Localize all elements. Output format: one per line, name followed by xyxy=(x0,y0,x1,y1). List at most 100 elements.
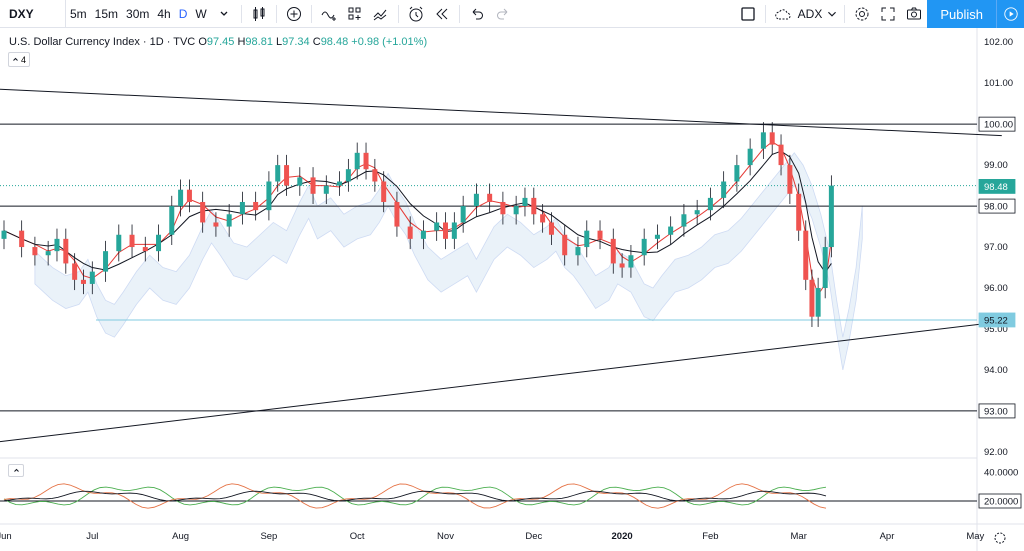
time-tick-label: May xyxy=(966,531,984,542)
price-chart[interactable]: 102.00 101.00 100.00 99.00 98.00 97.00 96.00 95… xyxy=(0,28,1024,551)
candle-body xyxy=(796,193,802,231)
fullscreen-icon[interactable] xyxy=(875,0,901,28)
layout-name[interactable]: ADX xyxy=(797,7,823,21)
symbol-search[interactable]: DXY xyxy=(0,0,66,28)
candle-body xyxy=(434,222,440,231)
candle-body xyxy=(451,222,457,239)
interval-1d[interactable]: D xyxy=(178,6,188,21)
oscillator-plus-di-line xyxy=(3,486,827,506)
candle-body xyxy=(213,222,219,227)
candle-body xyxy=(628,255,634,268)
candle-body xyxy=(619,263,625,268)
time-tick-label: Sep xyxy=(260,531,277,542)
oscillator-adx-line xyxy=(3,490,827,502)
time-tick-label: Jun xyxy=(0,531,12,542)
candle-body xyxy=(337,181,343,186)
change-value: +0.98 (+1.01%) xyxy=(351,36,428,48)
chart-settings-icon[interactable] xyxy=(994,532,1006,544)
candle-body xyxy=(681,214,687,227)
camera-snapshot-icon[interactable] xyxy=(901,0,927,28)
candle-body xyxy=(747,148,753,166)
candle-body xyxy=(169,206,175,235)
candle-body xyxy=(513,206,519,215)
toolbar-divider xyxy=(397,4,399,23)
toolbar-divider xyxy=(310,4,312,23)
layout-dropdown-icon[interactable] xyxy=(824,0,840,28)
candle-body xyxy=(266,181,272,211)
time-tick-label: Apr xyxy=(880,531,895,542)
interval-5m[interactable]: 5m xyxy=(70,6,87,21)
candle-body xyxy=(142,247,148,252)
fullscreen-select-icon[interactable] xyxy=(735,0,761,28)
price-level-label: 98.00 xyxy=(984,202,1008,213)
candle-body xyxy=(562,234,568,256)
candle-body xyxy=(239,201,245,215)
candle-body xyxy=(363,152,369,170)
candle-body xyxy=(420,230,426,239)
interval-4h[interactable]: 4h xyxy=(157,6,171,21)
candle-body xyxy=(54,238,60,252)
candle-body xyxy=(778,144,784,166)
candle-body xyxy=(89,271,95,284)
candle-body xyxy=(103,251,109,272)
time-tick-label: Aug xyxy=(172,531,189,542)
compare-add-icon[interactable] xyxy=(281,0,307,28)
price-axis-panel xyxy=(977,28,1024,551)
price-tick-label: 95.00 xyxy=(984,324,1008,335)
interval-dropdown-icon[interactable] xyxy=(211,0,237,28)
price-tick-label: 92.00 xyxy=(984,447,1008,458)
settings-gear-icon[interactable] xyxy=(849,0,875,28)
chart-legend: U.S. Dollar Currency Index · 1D · TVC O9… xyxy=(9,36,427,48)
candle-body xyxy=(694,210,700,215)
top-toolbar: DXY 5m 15m 30m 4h D W ADX Publish xyxy=(0,0,1024,28)
ichimoku-cloud xyxy=(34,152,863,371)
templates-icon[interactable] xyxy=(342,0,368,28)
toolbar-divider xyxy=(764,5,766,23)
cloud-save-icon[interactable] xyxy=(770,0,796,28)
candle-body xyxy=(32,247,38,256)
oscillator-collapse-button[interactable] xyxy=(8,464,24,477)
low-value: 97.34 xyxy=(282,36,310,48)
candle-body xyxy=(345,169,351,182)
candle-body xyxy=(707,197,713,211)
open-label: O xyxy=(198,36,207,48)
trendline xyxy=(0,321,1002,443)
candle-body xyxy=(815,288,821,317)
toolbar-divider xyxy=(240,4,242,23)
oscillator-tick-label: 20.0000 xyxy=(984,497,1018,508)
undo-icon[interactable] xyxy=(464,0,490,28)
close-label: C xyxy=(312,36,321,48)
close-value: 98.48 xyxy=(320,36,349,48)
candle-body xyxy=(548,222,554,235)
candle-body xyxy=(668,226,674,235)
candle-body xyxy=(186,189,192,202)
legend-collapse-button[interactable]: 4 xyxy=(8,52,30,67)
candle-body xyxy=(760,132,766,149)
interval-1w[interactable]: W xyxy=(195,6,207,21)
time-tick-label: 2020 xyxy=(612,531,633,542)
time-tick-label: Feb xyxy=(702,531,718,542)
candles-chart-type-icon[interactable] xyxy=(246,0,272,28)
toolbar-divider xyxy=(275,4,277,23)
candle-body xyxy=(822,247,828,289)
candle-body xyxy=(809,279,815,317)
redo-icon[interactable] xyxy=(490,0,516,28)
time-tick-label: Jul xyxy=(86,531,98,542)
interval-15m[interactable]: 15m xyxy=(94,6,119,21)
replay-icon[interactable] xyxy=(429,0,455,28)
interval-30m[interactable]: 30m xyxy=(126,6,150,21)
price-level-label: 98.48 xyxy=(984,182,1008,193)
toolbar-divider xyxy=(844,5,846,23)
candle-body xyxy=(19,230,25,248)
candle-body xyxy=(803,230,809,280)
alert-clock-icon[interactable] xyxy=(403,0,429,28)
candle-body xyxy=(297,177,303,186)
price-level-badge xyxy=(978,198,1016,214)
publish-video-icon[interactable] xyxy=(996,0,1024,28)
oscillator-minus-di-line xyxy=(3,483,827,509)
candle-body xyxy=(654,234,660,239)
financials-icon[interactable] xyxy=(368,0,394,28)
candle-body xyxy=(1,230,7,239)
indicators-icon[interactable] xyxy=(316,0,342,28)
publish-button[interactable]: Publish xyxy=(927,0,996,28)
